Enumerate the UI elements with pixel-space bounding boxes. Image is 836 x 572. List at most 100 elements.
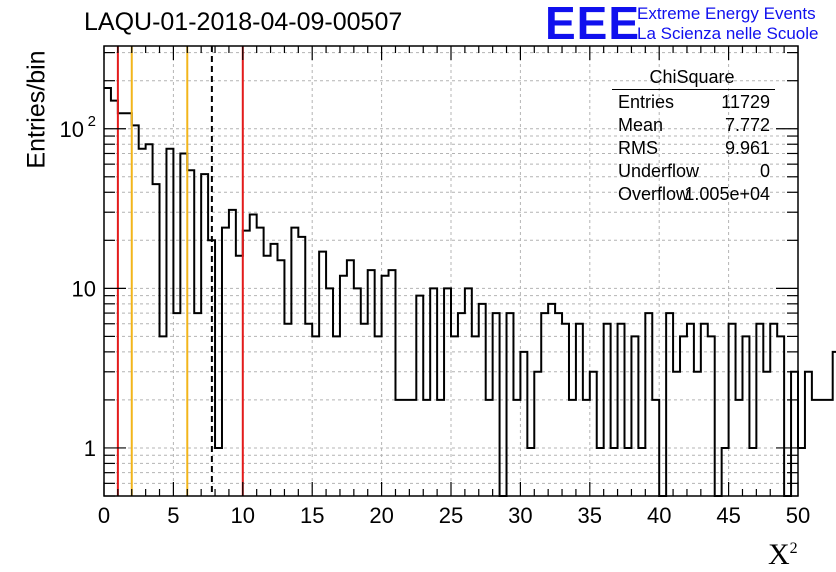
x-tick-label: 30 bbox=[508, 503, 532, 528]
logo-mark: EEE bbox=[545, 0, 641, 49]
histogram-bin bbox=[236, 256, 243, 496]
histogram-bin bbox=[562, 324, 569, 496]
y-tick-label: 10 bbox=[72, 276, 96, 301]
y-tick-label: 1 bbox=[84, 436, 96, 461]
histogram-bin bbox=[354, 288, 361, 496]
histogram-bin bbox=[729, 324, 736, 496]
y-axis-label: Entries/bin bbox=[22, 50, 51, 169]
stats-value: 1.005e+04 bbox=[684, 184, 770, 204]
histogram-bin bbox=[465, 288, 472, 496]
stats-box: ChiSquare Entries 11729 Mean 7.772 RMS 9.96… bbox=[612, 67, 782, 204]
histogram-bin bbox=[763, 372, 770, 496]
histogram-bin bbox=[673, 372, 680, 496]
stats-key: Entries bbox=[618, 92, 675, 112]
histogram-bin bbox=[430, 288, 437, 496]
histogram-bin bbox=[264, 256, 271, 496]
stats-value: 11729 bbox=[721, 92, 770, 112]
histogram-bin bbox=[153, 184, 160, 496]
histogram-bin bbox=[701, 324, 708, 496]
histogram-bin bbox=[472, 336, 479, 496]
histogram-bin bbox=[694, 372, 701, 496]
histogram-bin bbox=[756, 324, 763, 496]
histogram-bin bbox=[416, 296, 423, 496]
histogram-bin bbox=[520, 352, 527, 496]
histogram-bin bbox=[708, 336, 715, 496]
x-tick-label: 25 bbox=[439, 503, 463, 528]
histogram-bin bbox=[132, 125, 139, 496]
logo-line-2: La Scienza nelle Scuole bbox=[637, 24, 819, 43]
histogram-bin bbox=[631, 336, 638, 496]
stats-title: ChiSquare bbox=[649, 67, 735, 87]
histogram-bin bbox=[361, 324, 368, 496]
x-tick-label: 0 bbox=[98, 503, 110, 528]
histogram-bin bbox=[541, 313, 548, 496]
histogram-bin bbox=[271, 244, 278, 496]
histogram-bin bbox=[618, 324, 625, 496]
histogram-bin bbox=[791, 372, 798, 496]
stats-value: 0 bbox=[759, 161, 770, 181]
x-tick-label: 5 bbox=[167, 503, 179, 528]
histogram-bin bbox=[166, 149, 173, 496]
histogram-bin bbox=[458, 313, 465, 496]
histogram-bin bbox=[826, 400, 833, 496]
histogram-bin bbox=[555, 313, 562, 496]
stats-key: RMS bbox=[618, 138, 658, 158]
stats-value: 7.772 bbox=[724, 115, 770, 135]
y-tick-label: 10 bbox=[60, 117, 84, 142]
histogram-bin bbox=[666, 313, 673, 496]
stats-key: Underflow bbox=[618, 161, 700, 181]
histogram-bin bbox=[180, 153, 187, 496]
histogram-bin bbox=[451, 336, 458, 496]
stats-value: 9.961 bbox=[724, 138, 770, 158]
x-tick-label: 20 bbox=[369, 503, 393, 528]
x-axis-label: X2 bbox=[768, 538, 798, 572]
histogram-outline bbox=[104, 87, 836, 497]
histogram-bin bbox=[312, 336, 319, 496]
x-tick-label: 45 bbox=[716, 503, 740, 528]
histogram-bin bbox=[118, 113, 125, 496]
histogram-bin bbox=[298, 237, 305, 496]
histogram-bin bbox=[125, 113, 132, 496]
histogram-bin bbox=[534, 372, 541, 496]
histogram-bin bbox=[173, 313, 180, 496]
histogram-bin bbox=[160, 336, 167, 496]
histogram-bin bbox=[507, 313, 514, 496]
histogram-bin bbox=[333, 336, 340, 496]
stats-key: Mean bbox=[618, 115, 664, 135]
histogram-bin bbox=[194, 313, 201, 496]
histogram-bin bbox=[819, 400, 826, 496]
histogram-bin bbox=[104, 88, 111, 496]
histogram-bin bbox=[590, 372, 597, 496]
y-tick-label-exponent: 2 bbox=[88, 113, 96, 130]
logo-line-1: Extreme Energy Events bbox=[637, 4, 816, 23]
x-tick-label: 15 bbox=[300, 503, 324, 528]
histogram-bin bbox=[604, 324, 611, 496]
histogram-bin bbox=[680, 336, 687, 496]
stats-key: Overflow bbox=[618, 184, 690, 204]
histogram-bin bbox=[146, 144, 153, 496]
histogram-bin bbox=[812, 400, 819, 496]
histogram-bin bbox=[375, 336, 382, 496]
histogram-bin bbox=[742, 336, 749, 496]
x-tick-label: 50 bbox=[786, 503, 810, 528]
histogram-bin bbox=[305, 324, 312, 496]
histogram-bin bbox=[687, 324, 694, 496]
histogram-bin bbox=[111, 101, 118, 496]
histogram-bin bbox=[645, 313, 652, 496]
histogram-bin bbox=[284, 324, 291, 496]
chart-title: LAQU-01-2018-04-09-00507 bbox=[84, 8, 403, 36]
histogram-bin bbox=[798, 448, 805, 496]
histogram-bin bbox=[250, 215, 257, 496]
x-axis-label-superscript: 2 bbox=[789, 540, 798, 557]
histogram-bin bbox=[770, 324, 777, 496]
histogram-bin bbox=[805, 372, 812, 496]
histogram-bin bbox=[493, 313, 500, 496]
stats-divider bbox=[612, 89, 775, 90]
histogram-bin bbox=[444, 288, 451, 496]
histogram-bin bbox=[229, 210, 236, 496]
histogram-bin bbox=[777, 336, 784, 496]
histogram-bin bbox=[576, 324, 583, 496]
histogram-bin bbox=[326, 288, 333, 496]
histogram-bin bbox=[187, 170, 194, 496]
x-axis-label-base: X bbox=[768, 538, 790, 571]
